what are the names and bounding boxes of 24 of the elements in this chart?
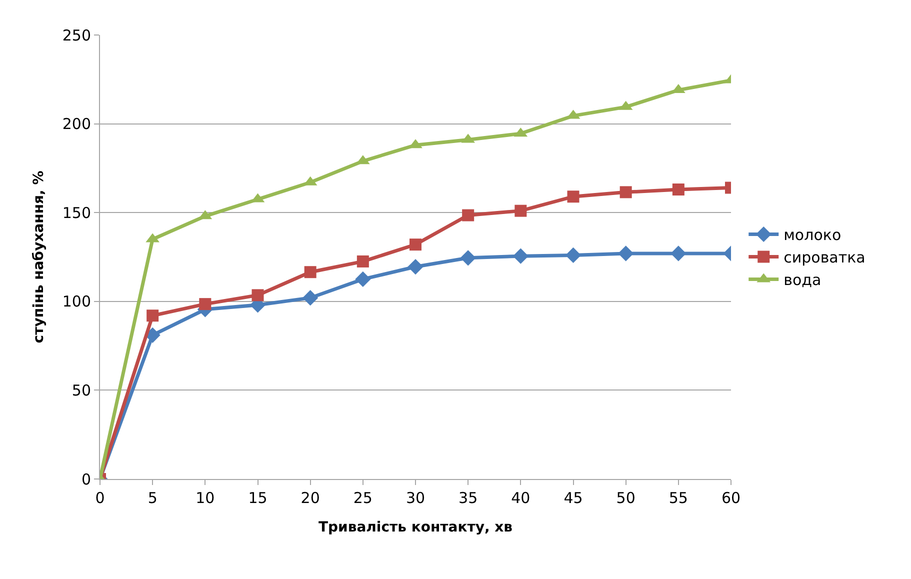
x-tick-label: 5 (148, 489, 158, 507)
y-tick-label: 0 (81, 470, 91, 488)
y-tick-label: 250 (62, 26, 91, 44)
x-tick-label: 25 (353, 489, 372, 507)
x-tick-label: 40 (511, 489, 530, 507)
x-tick-label: 45 (564, 489, 583, 507)
x-tick-label: 55 (668, 489, 688, 507)
x-tick-label: 30 (406, 489, 426, 507)
legend-label: вода (784, 271, 822, 290)
legend-label: молоко (784, 226, 842, 244)
y-tick-label: 200 (62, 115, 91, 134)
x-tick-label: 20 (300, 489, 320, 507)
legend-label: сироватка (784, 248, 866, 267)
y-axis-title: ступінь набухання, % (30, 170, 47, 344)
x-axis-title: Тривалість контакту, хв (318, 519, 513, 536)
x-tick-label: 15 (248, 489, 268, 507)
x-tick-label: 35 (458, 489, 478, 507)
y-tick-label: 150 (62, 204, 91, 222)
y-tick-label: 50 (72, 381, 91, 400)
x-tick-label: 10 (196, 489, 215, 507)
y-tick-label: 100 (62, 292, 91, 311)
x-tick-label: 0 (95, 489, 105, 507)
x-tick-label: 50 (616, 489, 636, 507)
x-tick-label: 60 (721, 489, 741, 507)
